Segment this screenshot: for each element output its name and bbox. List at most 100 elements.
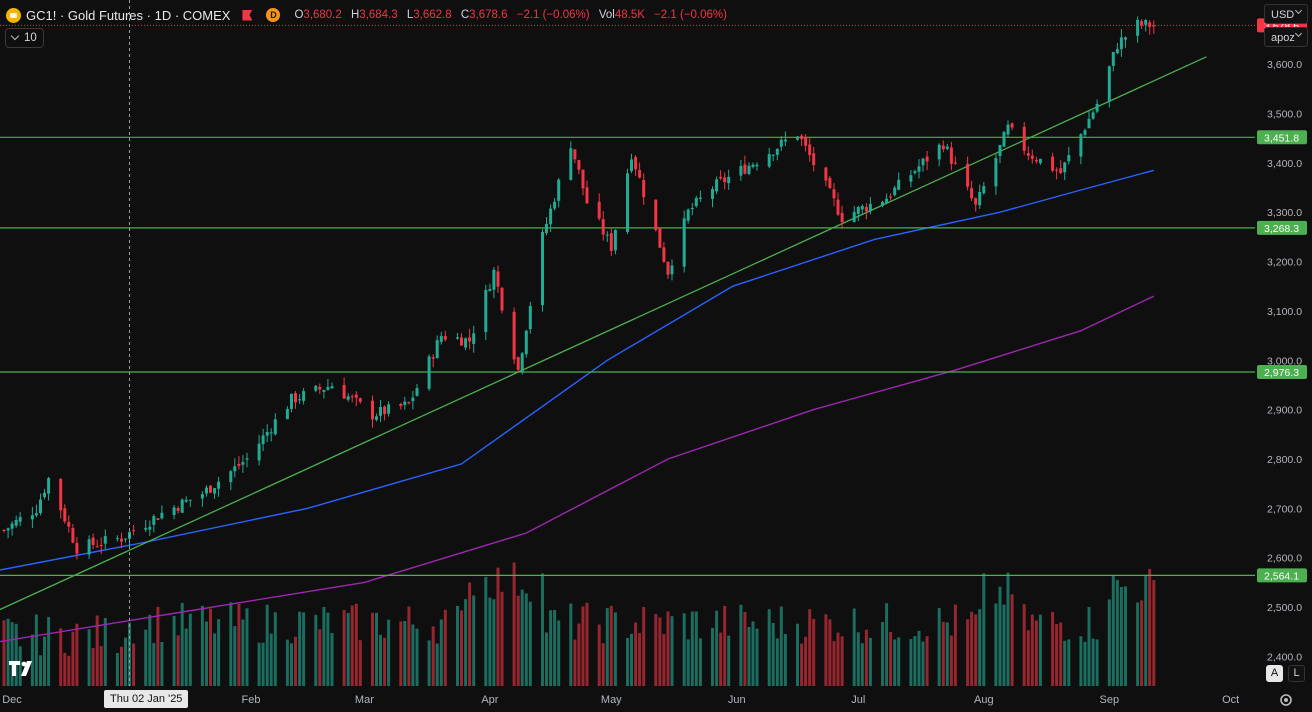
volume-bar <box>383 637 387 686</box>
candle-body <box>893 187 897 196</box>
candle-body <box>124 538 127 540</box>
scale-mode-select[interactable]: apoz <box>1264 27 1308 47</box>
candle-body <box>771 154 775 156</box>
candle-body <box>188 499 192 501</box>
y-tick-label: 2,700.0 <box>1267 503 1302 515</box>
candle-body <box>47 478 51 494</box>
candle-body <box>435 340 439 359</box>
candle-body <box>852 212 856 222</box>
volume-bar <box>1083 641 1087 686</box>
candle-body <box>881 201 884 206</box>
ohlc-readout: O3,680.2 H3,684.3 L3,662.8 C3,678.6 −2.1… <box>294 9 727 21</box>
log-scale-button[interactable]: L <box>1288 665 1305 682</box>
candle-body <box>1063 162 1067 173</box>
volume-bar <box>43 636 46 686</box>
volume-bar <box>1148 568 1152 686</box>
volume-bar <box>917 630 921 686</box>
x-tick-label: Jul <box>851 694 865 706</box>
volume-bar <box>427 640 431 686</box>
volume-bar <box>662 634 666 686</box>
auto-scale-button[interactable]: A <box>1266 665 1283 682</box>
volume-bar <box>124 637 127 686</box>
volume-bar <box>909 639 913 686</box>
volume-bar <box>812 619 816 686</box>
volume-bar <box>1152 580 1156 686</box>
candle-body <box>569 148 573 180</box>
volume-bar <box>269 633 273 686</box>
volume-bar <box>265 604 269 686</box>
volume-bar <box>14 623 18 686</box>
y-tick-label: 3,400.0 <box>1267 158 1302 170</box>
candle-body <box>541 231 544 306</box>
volume-bar <box>715 610 719 686</box>
y-tick-label: 3,300.0 <box>1267 207 1302 219</box>
indicators-toggle[interactable]: 10 <box>5 28 44 48</box>
volume-bar <box>1144 574 1148 686</box>
volume-bar <box>63 652 67 686</box>
candle-body <box>1038 158 1042 164</box>
candle-body <box>209 485 212 493</box>
candle-body <box>269 432 273 434</box>
candle-body <box>330 386 334 389</box>
volume-bar <box>605 608 609 686</box>
volume-bar <box>1010 594 1014 686</box>
volume-bar <box>257 642 261 686</box>
candle-body <box>245 458 249 460</box>
candle-body <box>1002 132 1006 147</box>
candle-body <box>1140 21 1144 26</box>
volume-bar <box>711 627 714 686</box>
volume-bar <box>1079 636 1083 686</box>
volume-bar <box>828 619 832 686</box>
candle-body <box>856 207 860 214</box>
flag-icon[interactable] <box>242 9 253 21</box>
candle-body <box>75 543 79 554</box>
volume-bar <box>350 605 354 686</box>
level-price-label: 3,268.3 <box>1264 223 1299 235</box>
volume-bar <box>921 641 925 686</box>
candle-body <box>156 518 160 520</box>
volume-bar <box>581 606 585 686</box>
volume-bar <box>739 604 743 686</box>
candle-body <box>1067 155 1071 162</box>
candle-body <box>1152 25 1156 27</box>
candle-body <box>520 353 524 372</box>
candle-body <box>516 357 520 370</box>
candle-body <box>581 169 585 189</box>
volume-bar <box>144 629 148 686</box>
y-tick-label: 3,100.0 <box>1267 306 1302 318</box>
y-tick-label: 3,600.0 <box>1267 59 1302 71</box>
settings-gear-icon[interactable] <box>1279 693 1293 707</box>
volume-bar <box>626 638 629 686</box>
volume-bar <box>176 635 180 686</box>
volume-bar <box>577 623 581 686</box>
volume-bar <box>67 655 71 686</box>
candle-body <box>1095 103 1099 112</box>
delayed-data-badge[interactable]: D <box>266 8 281 22</box>
candle-body <box>889 196 893 198</box>
volume-bar <box>573 639 577 686</box>
candle-body <box>464 338 468 348</box>
time-axis: Dec Feb Mar Apr May Jun Jul Aug Sep Oct <box>2 694 1239 706</box>
candle-body <box>626 173 629 232</box>
candle-body <box>642 180 646 198</box>
volume-bar <box>99 646 103 686</box>
volume-bar <box>318 629 322 686</box>
candle-body <box>241 462 245 465</box>
volume-bar <box>937 608 941 686</box>
volume-bar <box>285 639 289 686</box>
volume-bar <box>800 643 804 686</box>
open-value: 3,680.2 <box>303 9 342 21</box>
volume-bar <box>840 636 844 686</box>
candle-body <box>524 330 528 355</box>
candle-body <box>148 526 152 530</box>
currency-select[interactable]: USD <box>1264 4 1308 24</box>
candle-body <box>638 170 642 178</box>
symbol-title[interactable]: GC1! · Gold Futures · 1D · COMEX <box>26 7 231 23</box>
volume-bar <box>994 603 998 686</box>
volume-bar <box>893 639 897 686</box>
candle-body <box>1115 49 1119 54</box>
low-value: 3,662.8 <box>413 9 452 21</box>
candle-body <box>812 153 816 166</box>
